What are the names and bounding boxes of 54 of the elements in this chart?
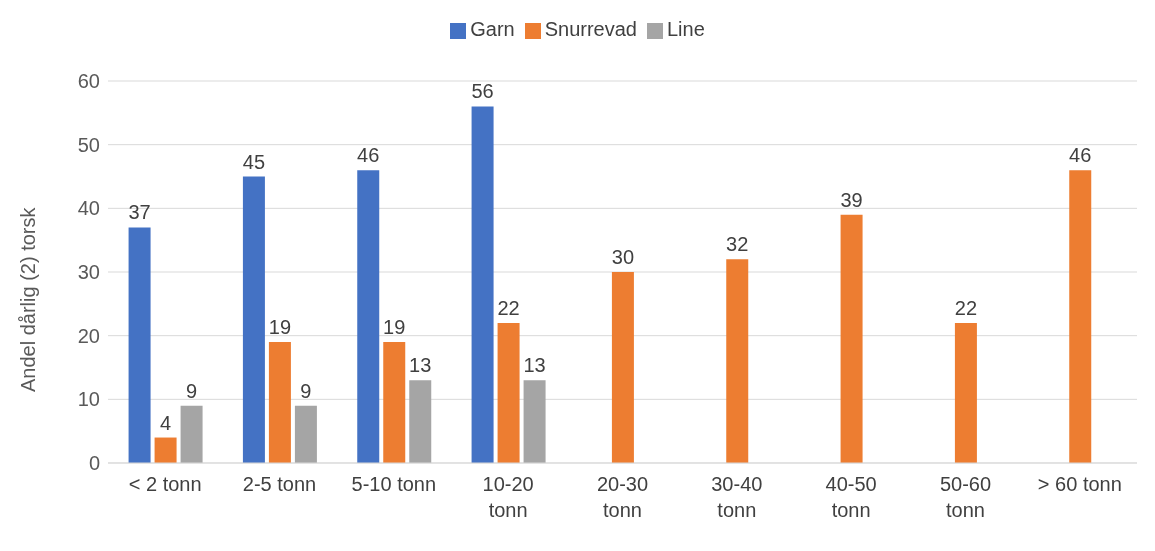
x-tick-label: 2-5 tonn — [242, 473, 317, 495]
data-label: 4 — [160, 411, 172, 434]
legend-label: Snurrevad — [544, 18, 637, 40]
bar — [497, 322, 520, 463]
y-tick-label: 60 — [77, 70, 100, 93]
bar — [1069, 170, 1092, 463]
data-label: 19 — [383, 316, 406, 339]
data-label: 19 — [268, 316, 292, 339]
bar — [409, 380, 432, 463]
bar — [611, 272, 634, 463]
data-label: 37 — [128, 201, 151, 224]
bar — [726, 259, 749, 463]
data-label: 46 — [1069, 144, 1092, 167]
data-label: 9 — [186, 379, 198, 402]
y-tick-label: 40 — [77, 197, 100, 220]
data-label: 13 — [409, 354, 432, 377]
data-label: 46 — [357, 144, 380, 167]
bar — [268, 342, 291, 463]
x-tick-label: 50-60 tonn — [939, 473, 992, 521]
bar — [357, 170, 380, 463]
bar — [128, 227, 151, 463]
bar — [242, 176, 265, 463]
bar — [294, 405, 317, 463]
legend-label: Garn — [470, 18, 515, 40]
legend-label: Line — [666, 18, 705, 40]
x-tick-label: 5-10 tonn — [351, 473, 437, 495]
x-tick-label: 20-30 tonn — [596, 473, 649, 521]
y-tick-label: 0 — [88, 452, 100, 475]
x-tick-label: 30-40 tonn — [711, 473, 763, 521]
data-label: 56 — [471, 80, 494, 103]
y-tick-label: 50 — [77, 133, 100, 156]
x-tick-label: 40-50 tonn — [825, 473, 877, 521]
x-tick-label: 10-20 tonn — [482, 473, 534, 521]
data-label: 45 — [242, 150, 266, 173]
x-tick-label: > 60 tonn — [1037, 473, 1122, 495]
bar — [523, 380, 546, 463]
y-tick-label: 20 — [77, 324, 100, 347]
bar — [471, 106, 494, 463]
data-label: 32 — [726, 233, 749, 256]
bar — [383, 342, 406, 463]
data-label: 13 — [523, 354, 546, 377]
data-label: 39 — [840, 188, 863, 211]
x-tick-label: < 2 tonn — [128, 473, 202, 495]
data-label: 22 — [497, 296, 520, 319]
bar — [954, 322, 977, 463]
bar — [840, 214, 863, 463]
bar — [180, 405, 203, 463]
data-label: 9 — [300, 379, 312, 402]
y-tick-label: 10 — [77, 388, 100, 411]
y-axis-title: Andel dårlig (2) torsk — [17, 206, 40, 392]
data-label: 30 — [611, 246, 635, 268]
y-tick-label: 30 — [77, 261, 100, 284]
bar — [154, 437, 177, 463]
data-label: 22 — [954, 296, 978, 319]
